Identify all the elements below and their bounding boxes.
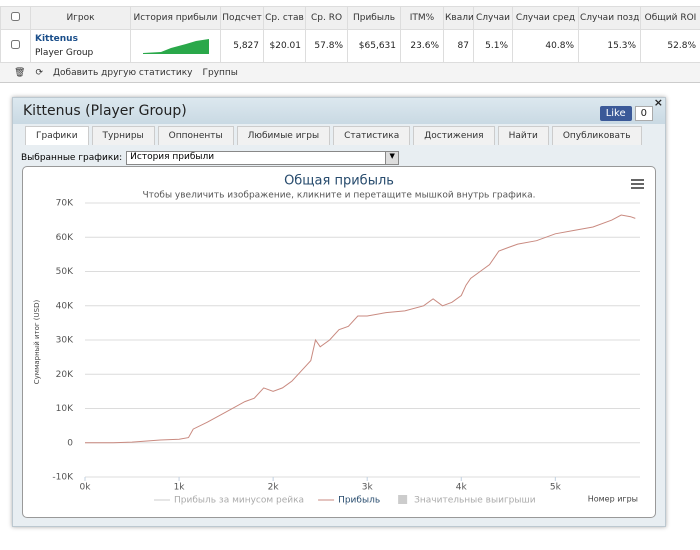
player-panel: Kittenus (Player Group) Like 0 × Графики… xyxy=(12,96,666,527)
y-axis-label: Суммарный итог (USD) xyxy=(33,300,41,385)
column-header[interactable]: Случаи сред xyxy=(512,6,579,30)
sparkline xyxy=(142,38,209,54)
profit-line xyxy=(85,214,636,444)
like-button[interactable]: Like xyxy=(599,106,632,121)
tab[interactable]: Оппоненты xyxy=(157,126,234,145)
column-header[interactable]: Игрок xyxy=(30,6,131,30)
x-tick-label: 5k xyxy=(550,483,562,493)
column-header[interactable]: ITM% xyxy=(400,6,444,30)
tab[interactable]: Турниры xyxy=(91,126,155,145)
cell: 15.3% xyxy=(578,29,641,63)
y-tick-label: 40K xyxy=(56,301,74,311)
selector-value: История прибыли xyxy=(130,152,215,162)
tab[interactable]: Графики xyxy=(25,126,89,145)
close-button[interactable]: × xyxy=(653,96,663,109)
x-tick-label: 2k xyxy=(268,483,280,493)
legend-entry[interactable]: Прибыль xyxy=(338,496,380,506)
cell: $20.01 xyxy=(263,29,306,63)
column-header[interactable]: Случаи позд xyxy=(578,6,641,30)
cell: 40.8% xyxy=(512,29,579,63)
tab[interactable]: Найти xyxy=(497,126,549,145)
legend-symbol xyxy=(398,495,408,504)
chart-title: Общая прибыль xyxy=(284,174,394,189)
cell: $65,631 xyxy=(347,29,401,63)
y-tick-label: 30K xyxy=(56,336,74,346)
tab[interactable]: Любимые игры xyxy=(236,126,331,145)
cell: 5.1% xyxy=(473,29,513,63)
refresh-icon[interactable]: ⟳ xyxy=(35,68,43,78)
row-select[interactable] xyxy=(0,29,31,63)
chart-selector: Выбранные графики: История прибыли ▼ xyxy=(13,145,665,165)
tab[interactable]: Статистика xyxy=(333,126,411,145)
y-tick-label: 60K xyxy=(56,233,74,243)
column-header[interactable]: Прибыль xyxy=(347,6,401,30)
sparkline-area xyxy=(142,38,209,54)
y-tick-label: 70K xyxy=(56,199,74,209)
x-axis-label: Номер игры xyxy=(588,495,638,504)
tab[interactable]: Достижения xyxy=(413,126,495,145)
add-stat-button[interactable]: Добавить другую статистику xyxy=(52,68,193,78)
column-header[interactable]: Случаи xyxy=(473,6,513,30)
selector-label: Выбранные графики: xyxy=(21,153,123,163)
chart-subtitle: Чтобы увеличить изображение, кликните и … xyxy=(142,191,535,201)
selector-dropdown[interactable]: История прибыли ▼ xyxy=(126,151,400,165)
x-tick-label: 0k xyxy=(80,483,92,493)
cell: 57.8% xyxy=(305,29,348,63)
dropdown-arrow: ▼ xyxy=(385,152,399,164)
x-tick-label: 4k xyxy=(456,483,468,493)
stats-table: Игрок История прибыли Подсчет Ср. став С… xyxy=(0,6,700,63)
y-tick-label: 10K xyxy=(56,404,74,414)
player-name[interactable]: Kittenus xyxy=(35,34,78,44)
column-header[interactable]: Ср. став xyxy=(263,6,306,30)
select-all[interactable] xyxy=(0,6,31,30)
player-cell: Kittenus Player Group xyxy=(30,29,131,63)
legend-entry[interactable]: Прибыль за минусом рейка xyxy=(174,496,304,506)
cell: 87 xyxy=(443,29,474,63)
player-row: Kittenus Player Group 5,827 $20.01 57.8% … xyxy=(0,29,700,63)
chart: Общая прибыль Чтобы увеличить изображени… xyxy=(33,174,644,506)
x-tick-label: 3k xyxy=(362,483,374,493)
menu-icon[interactable] xyxy=(631,179,644,189)
column-header[interactable]: История прибыли xyxy=(130,6,221,30)
x-tick-label: 1k xyxy=(174,483,186,493)
column-header[interactable]: Ср. RO xyxy=(305,6,348,30)
column-header[interactable]: Подсчет xyxy=(220,6,264,30)
groups-button[interactable]: Группы xyxy=(202,68,238,78)
cell: 23.6% xyxy=(400,29,444,63)
panel-title: Kittenus (Player Group) xyxy=(23,103,187,119)
header-row: Игрок История прибыли Подсчет Ср. став С… xyxy=(0,6,700,30)
stats-area: Игрок История прибыли Подсчет Ср. став С… xyxy=(0,6,700,83)
column-header[interactable]: Квали xyxy=(443,6,474,30)
y-tick-label: 50K xyxy=(56,267,74,277)
cell: 52.8% xyxy=(640,29,700,63)
cell: 5,827 xyxy=(220,29,264,63)
delete-icon[interactable]: 🗑 xyxy=(14,68,26,78)
chart-container: Общая прибыль Чтобы увеличить изображени… xyxy=(22,166,656,518)
like-count: 0 xyxy=(634,106,653,121)
column-header[interactable]: Общий ROI xyxy=(640,6,700,30)
y-tick-label: -10K xyxy=(52,473,74,483)
tab-bar: Графики Турниры Оппоненты Любимые игры С… xyxy=(13,124,665,145)
panel-header: Kittenus (Player Group) Like 0 × xyxy=(13,96,665,124)
like-widget: Like 0 xyxy=(599,106,653,121)
y-tick-label: 20K xyxy=(56,370,74,380)
sparkline-cell xyxy=(130,29,221,63)
tab[interactable]: Опубликовать xyxy=(551,126,642,145)
toolbar: 🗑 ⟳ Добавить другую статистику Группы xyxy=(0,63,700,83)
y-tick-label: 0 xyxy=(67,438,73,448)
legend-entry[interactable]: Значительные выигрыши xyxy=(414,496,536,506)
player-group: Player Group xyxy=(35,48,94,58)
